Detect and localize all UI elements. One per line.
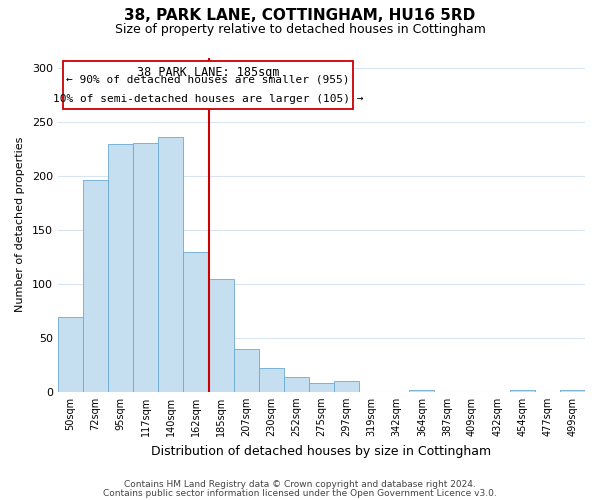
Text: 38, PARK LANE, COTTINGHAM, HU16 5RD: 38, PARK LANE, COTTINGHAM, HU16 5RD [124,8,476,22]
Bar [83,180,108,392]
Bar [108,144,133,392]
Bar [259,368,284,392]
Text: Contains public sector information licensed under the Open Government Licence v3: Contains public sector information licen… [103,488,497,498]
Bar [133,142,158,392]
Text: ← 90% of detached houses are smaller (955): ← 90% of detached houses are smaller (95… [67,74,350,85]
Y-axis label: Number of detached properties: Number of detached properties [15,137,25,312]
Bar [334,381,359,392]
Text: 38 PARK LANE: 185sqm: 38 PARK LANE: 185sqm [137,66,280,79]
Text: Contains HM Land Registry data © Crown copyright and database right 2024.: Contains HM Land Registry data © Crown c… [124,480,476,489]
Bar [284,376,309,392]
Bar [510,390,535,392]
Bar [209,278,233,392]
FancyBboxPatch shape [63,61,353,110]
Bar [233,348,259,392]
X-axis label: Distribution of detached houses by size in Cottingham: Distribution of detached houses by size … [151,444,491,458]
Bar [58,318,83,392]
Text: Size of property relative to detached houses in Cottingham: Size of property relative to detached ho… [115,22,485,36]
Bar [409,390,434,392]
Bar [158,138,184,392]
Bar [309,383,334,392]
Bar [184,252,209,392]
Bar [560,390,585,392]
Text: 10% of semi-detached houses are larger (105) →: 10% of semi-detached houses are larger (… [53,94,364,104]
